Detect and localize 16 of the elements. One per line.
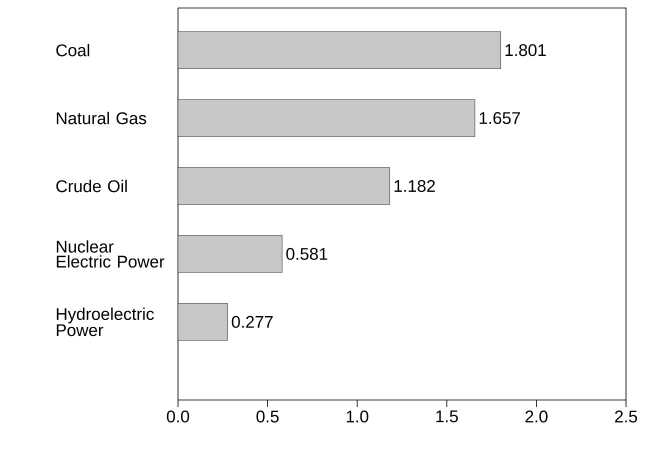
- data-label: 1.182: [394, 180, 435, 192]
- x-tick-label: 2.5: [615, 410, 638, 423]
- y-tick-label: Hydroelectric Power: [56, 308, 154, 336]
- y-tick-label: Natural Gas: [56, 112, 146, 124]
- data-label: 1.657: [480, 112, 520, 124]
- x-tick-label: 0.0: [166, 410, 190, 423]
- y-tick-label: Coal: [56, 44, 90, 56]
- x-tick-label: 2.0: [525, 410, 548, 423]
- x-tick-label: 0.5: [256, 410, 279, 423]
- x-tick-label: 1.5: [436, 410, 458, 422]
- data-label: 0.277: [232, 316, 273, 328]
- x-tick-label: 1.0: [346, 410, 368, 423]
- y-tick-label: Nuclear Electric Power: [56, 240, 164, 268]
- y-tick-label: Crude Oil: [56, 180, 127, 192]
- data-label: 0.581: [286, 248, 328, 260]
- data-label: 1.801: [506, 44, 546, 56]
